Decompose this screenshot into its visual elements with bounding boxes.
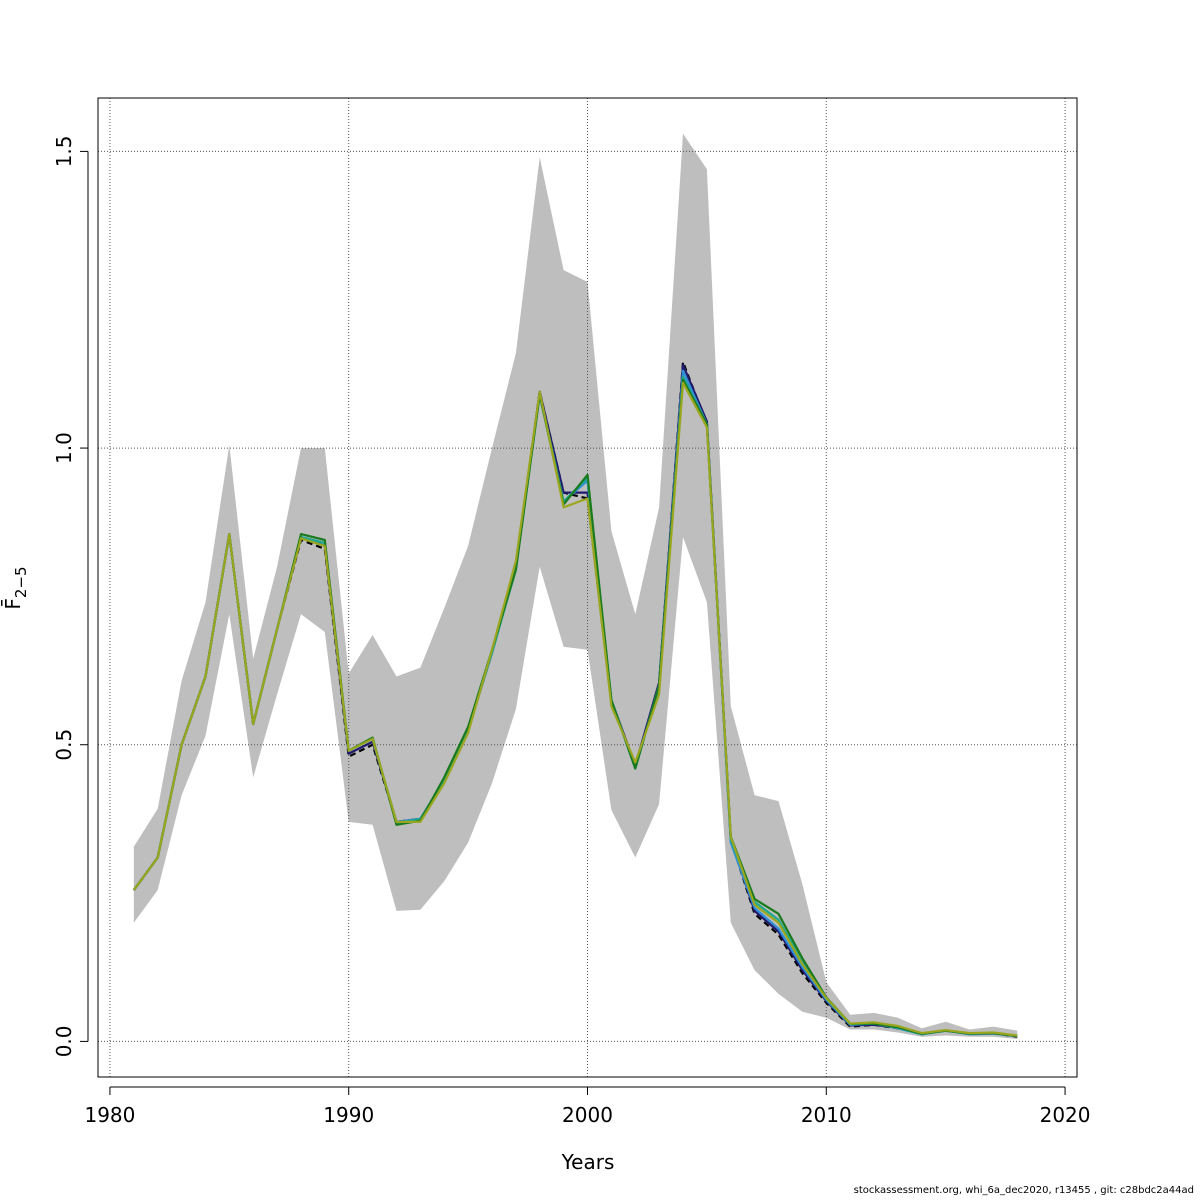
x-tick-label: 1990	[323, 1103, 374, 1127]
confidence-band	[133, 133, 1018, 1040]
y-axis-title-subscript: 2−5	[12, 566, 30, 598]
x-tick-label: 2000	[562, 1103, 613, 1127]
confidence-band-layer	[133, 133, 1018, 1040]
y-tick-label: 0.0	[52, 1025, 76, 1057]
x-axis-title: Years	[561, 1150, 615, 1174]
y-tick-label: 0.5	[52, 729, 76, 761]
grid-layer	[98, 98, 1077, 1077]
y-tick-label: 1.5	[52, 135, 76, 167]
footer-credit: stockassessment.org, whi_6a_dec2020, r13…	[853, 1185, 1194, 1196]
y-tick-label: 1.0	[52, 432, 76, 464]
series-line-6	[132, 381, 1018, 1037]
x-tick-label: 2010	[801, 1103, 852, 1127]
axis-layer: 1980 1990 2000 2010 2020 0.0 0.5 1.0 1.5	[52, 135, 1091, 1127]
svg-text:F̄2−5: F̄2−5	[0, 566, 30, 609]
y-axis-title: F̄2−5	[0, 566, 30, 609]
series-layer	[132, 360, 1018, 1038]
y-axis-title-main: F̄	[0, 598, 25, 610]
x-tick-label: 2020	[1040, 1103, 1091, 1127]
series-line-1	[132, 360, 1018, 1038]
plot-frame	[97, 97, 1078, 1078]
x-tick-label: 1980	[84, 1103, 135, 1127]
